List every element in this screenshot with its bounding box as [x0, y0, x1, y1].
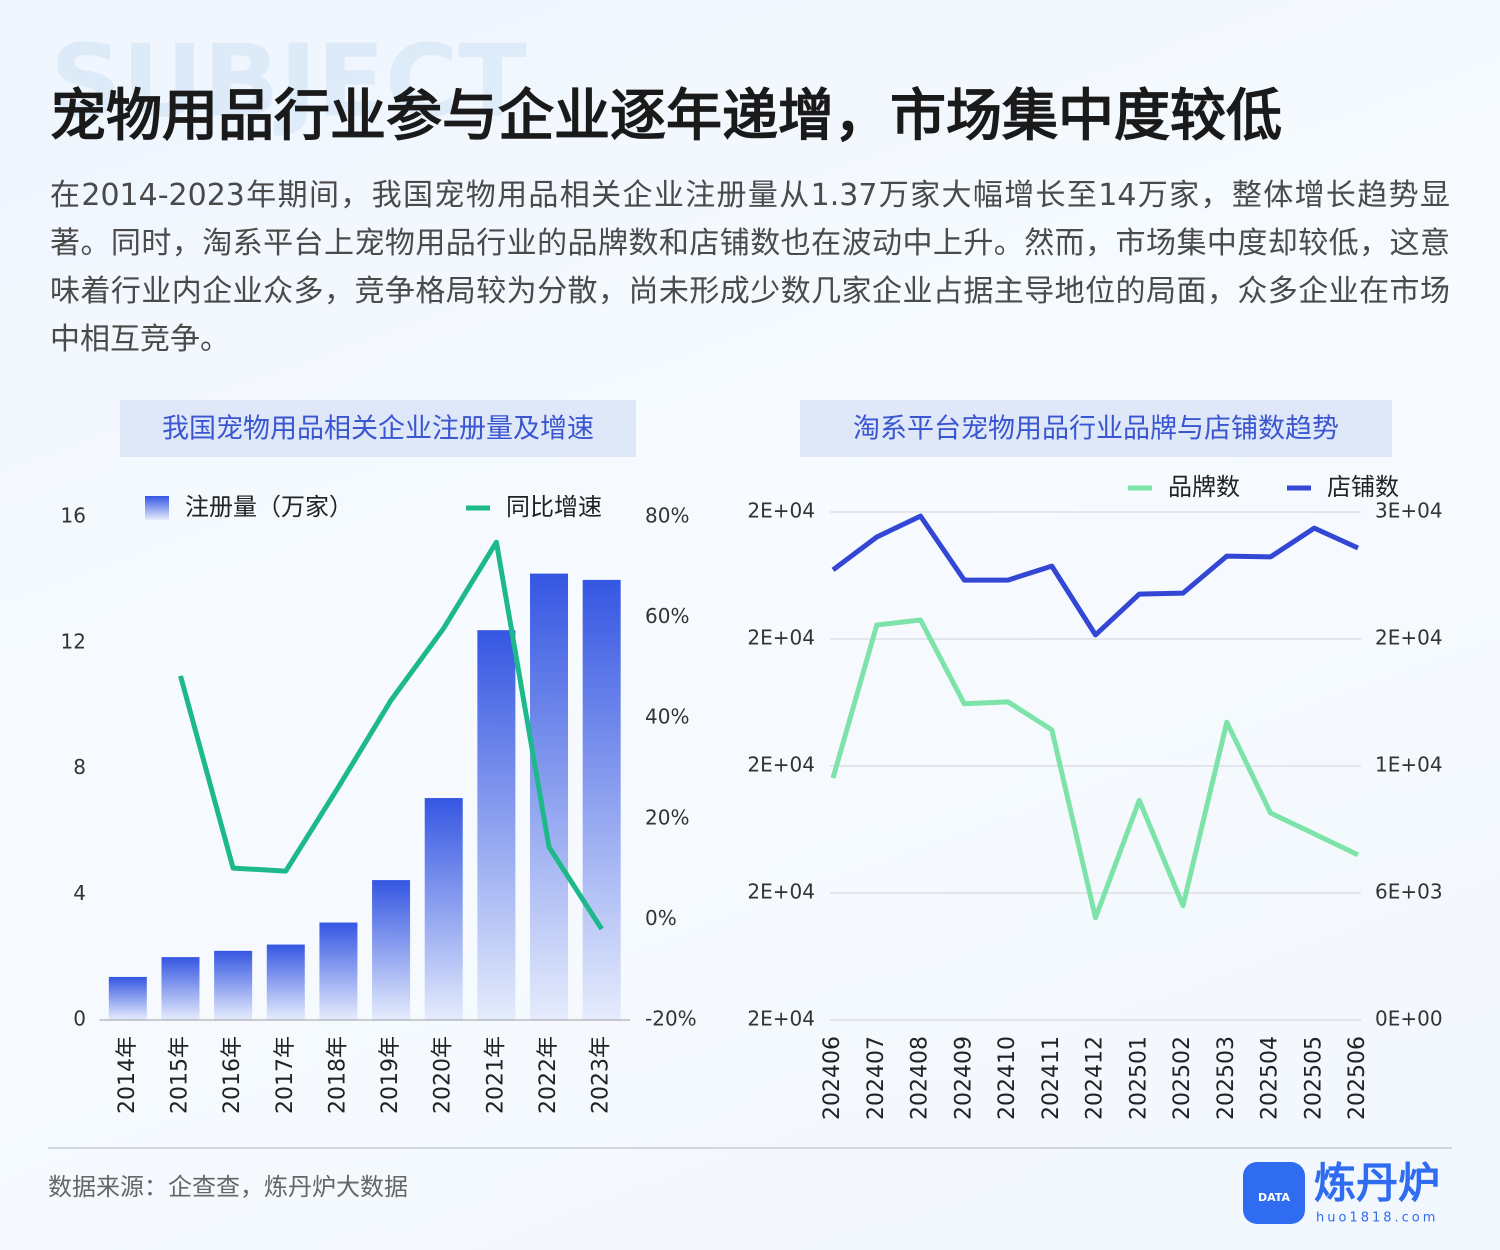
bar	[582, 579, 621, 1020]
line	[831, 513, 1360, 638]
bar	[108, 976, 147, 1020]
x-tick-label: 202406	[820, 1036, 845, 1120]
y-tick-label: 2E+04	[747, 1007, 815, 1031]
legend-label: 注册量（万家）	[185, 493, 353, 521]
logo-name: 炼丹炉	[1314, 1159, 1440, 1208]
chart-title: 我国宠物用品相关企业注册量及增速	[162, 414, 594, 445]
x-tick-label: 202504	[1258, 1036, 1283, 1120]
x-tick-label: 2022年	[536, 1036, 561, 1114]
legend-swatch	[145, 496, 169, 520]
x-tick-label: 2019年	[378, 1036, 403, 1114]
bar	[424, 798, 463, 1020]
source: 数据来源：企查查，炼丹炉大数据	[48, 1173, 408, 1201]
watermark: SUBJECT	[50, 22, 527, 139]
chart-title: 淘系平台宠物用品行业品牌与店铺数趋势	[853, 414, 1339, 445]
x-tick-label: 202409	[951, 1036, 976, 1120]
chart-title-box	[800, 400, 1392, 457]
y-tick-label: 8	[73, 755, 86, 779]
y-tick-label: 4	[73, 881, 86, 905]
bar	[530, 573, 569, 1020]
legend-label: 品牌数	[1168, 473, 1240, 501]
bar	[214, 950, 253, 1020]
bar	[161, 957, 200, 1020]
x-tick-label: 202411	[1039, 1036, 1064, 1120]
x-tick-label: 2018年	[325, 1036, 350, 1114]
y2-tick-label: 3E+04	[1375, 499, 1443, 523]
x-tick-label: 202407	[864, 1036, 889, 1120]
x-tick-label: 2017年	[273, 1036, 298, 1114]
y2-tick-label: 6E+03	[1375, 880, 1443, 904]
y-tick-label: 0	[73, 1007, 86, 1031]
bar	[477, 630, 516, 1020]
logo-icon-text: DATA	[1258, 1191, 1290, 1204]
paragraph: 在2014-2023年期间，我国宠物用品相关企业注册量从1.37万家大幅增长至1…	[50, 178, 1450, 357]
y2-tick-label: 80%	[645, 504, 689, 528]
y2-tick-label: 60%	[645, 604, 689, 628]
y2-tick-label: -20%	[645, 1007, 697, 1031]
x-tick-label: 2021年	[483, 1036, 508, 1114]
x-tick-label: 202412	[1083, 1036, 1108, 1120]
legend-label: 同比增速	[506, 493, 602, 521]
logo-icon	[1243, 1162, 1305, 1224]
x-tick-label: 202505	[1301, 1036, 1326, 1120]
legend-label: 店铺数	[1327, 473, 1399, 501]
bar	[372, 880, 411, 1020]
y-tick-label: 2E+04	[747, 499, 815, 523]
chart-title-box	[120, 400, 636, 457]
y-tick-label: 2E+04	[747, 880, 815, 904]
y-tick-label: 2E+04	[747, 753, 815, 777]
y2-tick-label: 1E+04	[1375, 753, 1443, 777]
x-tick-label: 2015年	[167, 1036, 192, 1114]
y-tick-label: 2E+04	[747, 626, 815, 650]
x-tick-label: 202501	[1126, 1036, 1151, 1120]
page-title: 宠物用品行业参与企业逐年递增，市场集中度较低	[50, 84, 1282, 149]
line	[830, 617, 1360, 921]
y-tick-label: 16	[61, 504, 86, 528]
x-tick-label: 202502	[1170, 1036, 1195, 1120]
y2-tick-label: 0E+00	[1375, 1007, 1443, 1031]
y2-tick-label: 0%	[645, 906, 677, 930]
x-tick-label: 2020年	[431, 1036, 456, 1114]
x-tick-label: 2014年	[115, 1036, 140, 1114]
y2-tick-label: 2E+04	[1375, 626, 1443, 650]
logo-url: huo1818.com	[1316, 1211, 1438, 1226]
x-tick-label: 202408	[908, 1036, 933, 1120]
bar	[266, 944, 305, 1020]
x-tick-label: 202410	[995, 1036, 1020, 1120]
x-tick-label: 202503	[1214, 1036, 1239, 1120]
y-tick-label: 12	[61, 629, 86, 653]
y2-tick-label: 40%	[645, 705, 689, 729]
line	[178, 539, 604, 931]
x-tick-label: 2023年	[589, 1036, 614, 1114]
y2-tick-label: 20%	[645, 805, 689, 829]
x-tick-label: 2016年	[220, 1036, 245, 1114]
x-tick-label: 202506	[1345, 1036, 1370, 1120]
bar	[319, 922, 358, 1020]
